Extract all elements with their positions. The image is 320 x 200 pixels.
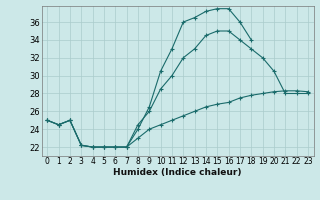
X-axis label: Humidex (Indice chaleur): Humidex (Indice chaleur): [113, 168, 242, 177]
